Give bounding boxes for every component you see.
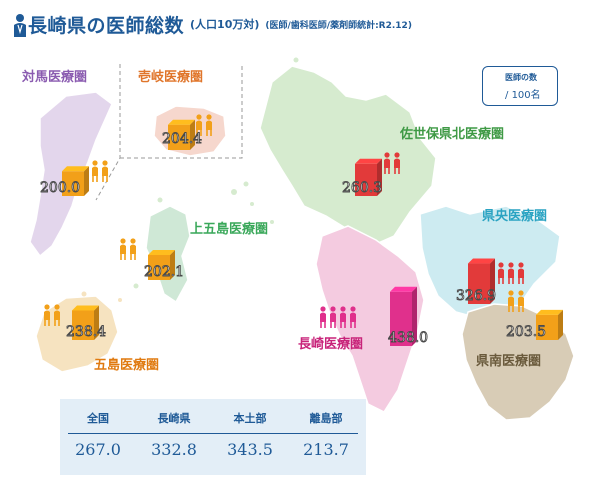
value-iki: 204.4 bbox=[162, 131, 203, 148]
value-kenou: 326.9 bbox=[456, 288, 497, 305]
bar-nagasaki bbox=[390, 286, 417, 346]
summary-value-mainland: 343.5 bbox=[227, 440, 273, 459]
people-nagasaki bbox=[320, 306, 356, 328]
legend-unit: 100名 bbox=[511, 90, 541, 101]
region-name-tsushima: 対馬医療圏 bbox=[22, 70, 88, 85]
islets bbox=[133, 57, 307, 289]
title-row: 長崎県の医師総数 (人口10万対) (医師/歯科医師/薬剤師統計:R2.12) bbox=[6, 10, 412, 38]
legend-label: 医師の数 bbox=[505, 73, 537, 82]
people-iki bbox=[196, 114, 212, 136]
value-sasebo: 260.3 bbox=[342, 180, 383, 197]
bar-goto bbox=[72, 305, 99, 340]
region-name-sasebo: 佐世保県北医療圏 bbox=[400, 127, 505, 142]
bar-kennan bbox=[536, 309, 563, 340]
bar-kamigoto bbox=[148, 249, 175, 280]
region-name-kenou: 県央医療圏 bbox=[482, 209, 548, 224]
summary-divider bbox=[68, 433, 358, 434]
summary-header-national: 全国 bbox=[87, 412, 109, 425]
bar-tsushima bbox=[62, 166, 89, 196]
summary-value-national: 267.0 bbox=[75, 440, 121, 459]
value-nagasaki: 438.0 bbox=[388, 330, 429, 347]
summary-value-prefecture: 332.8 bbox=[151, 440, 197, 459]
legend-slash: / bbox=[505, 90, 509, 101]
value-tsushima: 200.0 bbox=[40, 180, 81, 197]
people-kamigoto bbox=[120, 238, 136, 260]
summary-header-islands: 離島部 bbox=[309, 412, 343, 425]
inset-divider bbox=[95, 64, 243, 201]
page-subtitle: (人口10万対) bbox=[190, 18, 260, 31]
legend-box: 医師の数 / 100名 bbox=[482, 66, 558, 106]
data-source: (医師/歯科医師/薬剤師統計:R2.12) bbox=[265, 20, 412, 31]
bar-sasebo bbox=[355, 158, 382, 196]
value-kennan: 203.5 bbox=[506, 324, 547, 341]
summary-value-islands: 213.7 bbox=[303, 440, 349, 459]
people-tsushima bbox=[92, 160, 108, 182]
people-kenou bbox=[498, 262, 524, 284]
value-kamigoto: 202.1 bbox=[144, 264, 185, 281]
region-name-goto: 五島医療圏 bbox=[94, 358, 160, 373]
summary-header-prefecture: 長崎県 bbox=[157, 412, 191, 425]
summary-table: 全国 長崎県 本土部 離島部 267.0 332.8 343.5 213.7 bbox=[60, 399, 366, 475]
bar-iki bbox=[168, 119, 195, 150]
region-name-nagasaki: 長崎医療圏 bbox=[298, 337, 364, 352]
value-goto: 238.4 bbox=[66, 324, 107, 341]
bar-kenou bbox=[468, 258, 495, 304]
people-sasebo bbox=[384, 152, 400, 174]
page-title: 長崎県の医師総数 bbox=[28, 14, 185, 37]
people-goto bbox=[44, 304, 60, 326]
southern-islets bbox=[81, 291, 122, 302]
region-name-kamigoto: 上五島医療圏 bbox=[190, 222, 269, 237]
summary-header-mainland: 本土部 bbox=[233, 412, 267, 425]
region-name-kennan: 県南医療圏 bbox=[476, 354, 542, 369]
sasebo-region bbox=[259, 65, 437, 245]
doctor-icon bbox=[14, 14, 26, 37]
legend-unit-row: / 100名 bbox=[505, 86, 541, 101]
nagasaki-region bbox=[315, 225, 425, 413]
people-kennan bbox=[508, 290, 524, 312]
region-name-iki: 壱岐医療圏 bbox=[138, 70, 204, 85]
